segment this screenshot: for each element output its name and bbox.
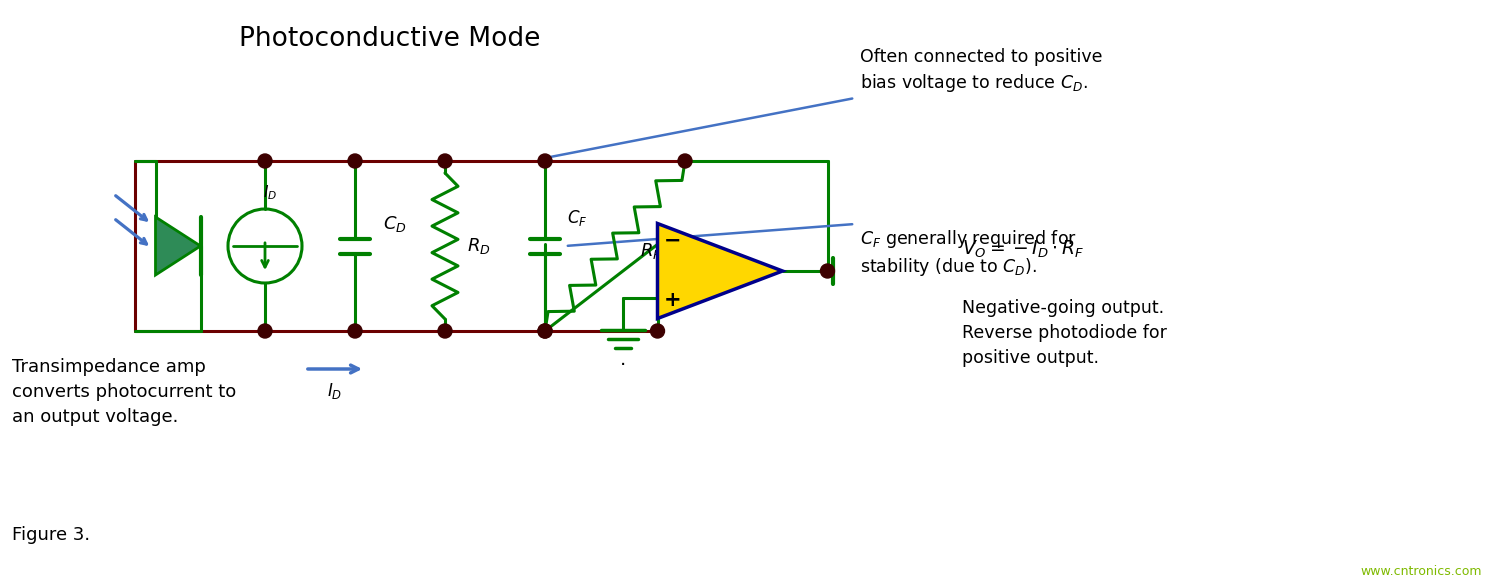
Circle shape: [820, 264, 835, 278]
Circle shape: [348, 154, 362, 168]
Circle shape: [438, 324, 453, 338]
Circle shape: [258, 324, 272, 338]
Circle shape: [538, 324, 551, 338]
Polygon shape: [657, 223, 783, 319]
Text: $R_D$: $R_D$: [468, 236, 490, 256]
Text: Negative-going output.
Reverse photodiode for
positive output.: Negative-going output. Reverse photodiod…: [962, 299, 1167, 367]
Text: $I_D$: $I_D$: [263, 183, 276, 202]
Circle shape: [678, 154, 692, 168]
Polygon shape: [155, 217, 200, 275]
Circle shape: [650, 324, 665, 338]
Circle shape: [538, 324, 551, 338]
Text: Photoconductive Mode: Photoconductive Mode: [239, 26, 541, 52]
Text: $C_F$ generally required for
stability (due to $C_D$).: $C_F$ generally required for stability (…: [861, 228, 1077, 278]
Text: $R_F$: $R_F$: [639, 241, 662, 261]
Circle shape: [348, 324, 362, 338]
Text: Transimpedance amp
converts photocurrent to
an output voltage.: Transimpedance amp converts photocurrent…: [12, 358, 236, 426]
Text: ·: ·: [620, 356, 626, 374]
Circle shape: [538, 154, 551, 168]
Text: $V_O = - I_D \cdot R_F$: $V_O = - I_D \cdot R_F$: [962, 239, 1085, 260]
Text: Often connected to positive
bias voltage to reduce $C_D$.: Often connected to positive bias voltage…: [861, 47, 1103, 94]
Circle shape: [438, 154, 453, 168]
Text: Figure 3.: Figure 3.: [12, 526, 90, 544]
Text: −: −: [663, 230, 681, 250]
Text: www.cntronics.com: www.cntronics.com: [1361, 565, 1482, 578]
Text: +: +: [663, 289, 681, 309]
Text: $I_D$: $I_D$: [327, 381, 342, 401]
Text: $C_F$: $C_F$: [568, 208, 587, 228]
Circle shape: [258, 154, 272, 168]
Text: $C_D$: $C_D$: [382, 214, 406, 234]
